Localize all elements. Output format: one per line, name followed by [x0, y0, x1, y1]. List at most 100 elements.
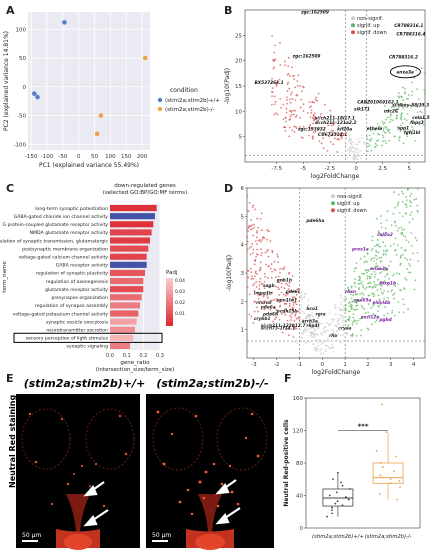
volcano-point — [281, 279, 284, 282]
volcano-point — [253, 310, 256, 313]
volcano-point — [390, 114, 392, 116]
volcano-point — [250, 277, 253, 280]
volcano-point — [250, 271, 253, 274]
volcano-point — [275, 112, 277, 115]
volcano-point — [290, 308, 292, 310]
volcano-point — [382, 252, 385, 255]
volcano-point — [338, 313, 340, 316]
volcano-point — [409, 200, 412, 202]
volcano-point — [366, 138, 369, 141]
volcano-point — [267, 277, 269, 279]
volcano-point — [246, 269, 249, 272]
y-tick-label: 5 — [239, 135, 243, 141]
volcano-point — [294, 116, 297, 118]
volcano-point — [405, 199, 408, 202]
volcano-point — [360, 334, 362, 337]
data-point — [331, 509, 333, 512]
volcano-point — [375, 262, 378, 265]
volcano-point — [360, 282, 362, 285]
volcano-point — [344, 304, 347, 307]
volcano-point — [382, 129, 385, 132]
bar — [110, 245, 149, 252]
volcano-point — [255, 281, 258, 283]
volcano-point — [260, 254, 263, 257]
volcano-point — [317, 92, 320, 95]
volcano-point — [334, 303, 336, 306]
volcano-point — [351, 151, 353, 153]
volcano-point — [332, 143, 335, 146]
volcano-point — [360, 329, 363, 332]
term-label: GABA receptor activity — [56, 263, 109, 269]
gene-label: cxcl12a — [361, 314, 379, 320]
volcano-point — [275, 83, 278, 86]
volcano-point — [307, 111, 309, 114]
data-point — [394, 455, 397, 458]
volcano-point — [384, 250, 387, 253]
volcano-point — [261, 239, 263, 241]
volcano-point — [379, 245, 381, 248]
micrograph-title-wt: (stim2a;stim2b)+/+ — [22, 377, 147, 390]
volcano-point — [388, 265, 391, 267]
volcano-point — [416, 188, 419, 190]
colorbar-tick: 0.03 — [175, 289, 185, 295]
volcano-point — [350, 290, 353, 293]
volcano-point — [253, 282, 256, 285]
volcano-point — [380, 284, 383, 287]
volcano-point — [285, 308, 287, 310]
volcano-point — [352, 313, 355, 316]
volcano-point — [395, 224, 397, 227]
volcano-point — [343, 298, 346, 301]
term-label: synaptic vesicle exocytosis — [46, 319, 109, 325]
volcano-point — [292, 303, 295, 306]
volcano-point — [257, 226, 259, 229]
volcano-point — [351, 146, 354, 149]
volcano-point — [341, 321, 344, 324]
volcano-point — [299, 106, 302, 109]
volcano-point — [294, 326, 296, 329]
volcano-point — [285, 294, 287, 297]
volcano-point — [255, 286, 258, 288]
volcano-point — [310, 109, 313, 112]
volcano-point — [296, 293, 298, 296]
volcano-point — [347, 286, 349, 289]
volcano-point — [316, 122, 319, 124]
y-axis-label: PC2 (explained variance 14.81%) — [3, 31, 10, 131]
x-tick-label: 0.3 — [156, 353, 164, 359]
volcano-point — [401, 200, 404, 203]
volcano-point — [356, 292, 359, 295]
volcano-point — [356, 308, 358, 311]
volcano-point — [403, 288, 406, 291]
data-point — [396, 498, 399, 501]
volcano-point — [355, 301, 358, 304]
colorbar-segment — [166, 322, 173, 326]
volcano-point — [371, 247, 374, 250]
volcano-point — [421, 111, 423, 114]
volcano-point — [311, 336, 314, 339]
volcano-point — [282, 293, 285, 296]
category-label: (stim2a;stim2b)-/- — [365, 534, 412, 540]
volcano-point — [309, 323, 311, 326]
volcano-point — [247, 227, 250, 230]
gene-label: sagb — [263, 283, 275, 289]
volcano-point — [344, 309, 347, 312]
volcano-point — [359, 141, 361, 144]
gene-label: cryaa — [338, 326, 351, 332]
volcano-point — [316, 119, 319, 122]
volcano-point — [273, 60, 276, 62]
volcano-point — [359, 157, 362, 160]
volcano-point — [313, 348, 316, 351]
y-tick-label: 40 — [296, 494, 303, 500]
volcano-point — [402, 303, 405, 306]
volcano-point — [277, 286, 280, 289]
volcano-point — [380, 271, 383, 273]
volcano-point — [254, 271, 257, 274]
volcano-point — [378, 272, 381, 275]
legend-label: (stim2a;stim2b)-/- — [165, 107, 215, 113]
volcano-point — [332, 350, 335, 353]
volcano-point — [329, 134, 332, 137]
volcano-point — [283, 268, 285, 271]
volcano-point — [288, 281, 291, 284]
volcano-point — [297, 287, 300, 290]
volcano-point — [313, 112, 316, 115]
x-tick-label: 0 — [321, 362, 325, 368]
